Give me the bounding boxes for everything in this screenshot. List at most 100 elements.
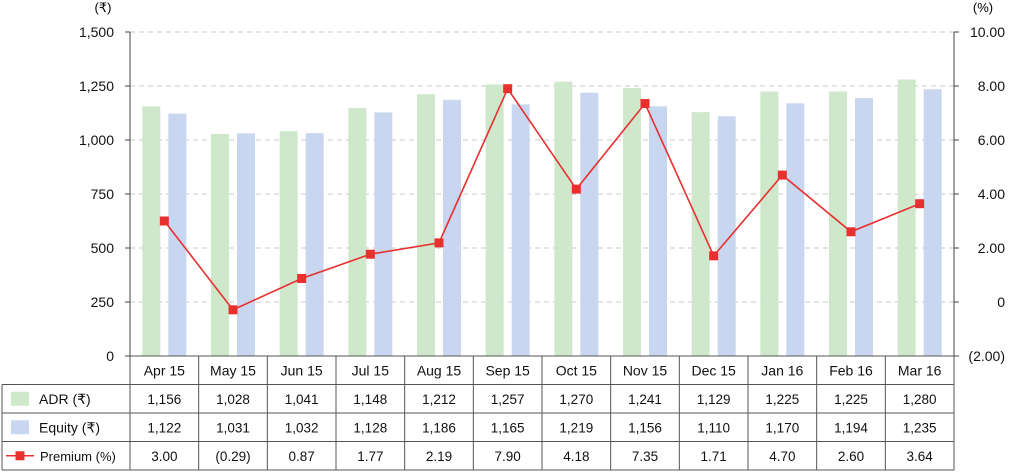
left-tick-label: 250 — [91, 294, 115, 310]
right-tick-label: (2.00) — [968, 348, 1005, 364]
legend-swatch — [11, 391, 29, 406]
axes: 0 250 500 750 1,000 1,250 1,500 (2.00) 0 2.00 4.00… — [79, 24, 1005, 364]
premium-line-path — [163, 87, 920, 311]
equity-bar — [374, 112, 393, 357]
equity-bar — [168, 113, 187, 356]
right-tick-label: 8.00 — [978, 78, 1005, 94]
equity-bar — [580, 92, 599, 357]
category-label: Dec 15 — [691, 362, 736, 378]
left-tick-label: 750 — [91, 186, 115, 202]
premium-marker — [159, 216, 169, 226]
right-tick-label: 2.00 — [978, 240, 1005, 256]
data-label: 1,212 — [422, 392, 456, 407]
data-label: 1.77 — [357, 449, 383, 464]
equity-bar — [237, 133, 255, 356]
left-axis-unit: (₹) — [95, 0, 112, 15]
data-label: 1,129 — [697, 392, 731, 407]
data-label: 1,235 — [903, 420, 937, 435]
data-label: 3.00 — [151, 449, 177, 464]
adr-bar — [760, 91, 779, 357]
left-tick-label: 0 — [106, 348, 114, 364]
equity-bar — [443, 99, 461, 356]
equity-bar — [786, 103, 805, 356]
premium-marker — [846, 227, 856, 237]
data-label: 1,122 — [147, 420, 181, 435]
data-label: 1,156 — [147, 392, 181, 407]
category-label: Aug 15 — [417, 362, 462, 378]
adr-bar — [348, 108, 367, 356]
data-table: Apr 15 May 15 Jun 15 Jul 15 Aug 15 Sep 15 Oct … — [1, 355, 955, 471]
data-label: 1,028 — [216, 392, 250, 407]
adr-bar — [897, 79, 916, 357]
adr-bar — [279, 131, 298, 356]
data-label: (0.29) — [215, 449, 250, 464]
data-label: 1,032 — [285, 420, 319, 435]
left-tick-label: 1,500 — [79, 24, 114, 40]
right-axis-unit: (%) — [973, 0, 993, 15]
equity-bar — [649, 106, 667, 356]
adr-bar — [554, 81, 573, 357]
adr-bar — [211, 133, 229, 356]
series-name: ADR (₹) — [39, 391, 91, 407]
data-label: 1,128 — [353, 420, 387, 435]
premium-marker — [709, 251, 719, 261]
adr-bar — [485, 84, 504, 356]
legend-marker — [15, 451, 25, 461]
premium-marker — [503, 84, 513, 94]
category-label: Jul 15 — [352, 362, 390, 378]
data-label: 7.90 — [495, 449, 521, 464]
data-label: 1,257 — [491, 392, 525, 407]
category-label: Jun 15 — [281, 362, 323, 378]
data-label: 1,219 — [559, 420, 593, 435]
data-label: 4.70 — [769, 449, 795, 464]
premium-marker — [365, 249, 375, 259]
data-label: 7.35 — [632, 449, 658, 464]
data-label: 2.60 — [838, 449, 864, 464]
data-label: 1,031 — [216, 420, 250, 435]
data-label: 1,148 — [353, 392, 387, 407]
adr-bar — [142, 106, 161, 356]
right-tick-label: 4.00 — [978, 186, 1005, 202]
premium-marker — [777, 170, 787, 180]
data-label: 1,225 — [765, 392, 799, 407]
equity-bar — [511, 104, 530, 356]
left-tick-label: 500 — [91, 240, 115, 256]
category-label: May 15 — [210, 362, 256, 378]
data-label: 4.18 — [563, 449, 589, 464]
category-label: Apr 15 — [144, 362, 185, 378]
left-tick-label: 1,250 — [79, 78, 114, 94]
data-label: 1,194 — [834, 420, 868, 435]
category-label: Jan 16 — [761, 362, 803, 378]
data-label: 2.19 — [426, 449, 452, 464]
right-tick-label: 10.00 — [970, 24, 1005, 40]
data-label: 1,156 — [628, 420, 662, 435]
left-tick-label: 1,000 — [79, 132, 114, 148]
data-label: 1,170 — [765, 420, 799, 435]
category-label: Sep 15 — [485, 362, 530, 378]
legend-swatch — [11, 420, 29, 435]
data-label: 1,241 — [628, 392, 662, 407]
premium-marker — [297, 274, 307, 284]
adr-bar — [691, 112, 710, 356]
category-label: Nov 15 — [623, 362, 668, 378]
category-label: Oct 15 — [556, 362, 597, 378]
data-label: 1,165 — [491, 420, 525, 435]
adr-bar — [829, 91, 847, 357]
data-label: 1,186 — [422, 420, 456, 435]
adr-bar — [417, 94, 435, 356]
premium-marker — [571, 184, 581, 194]
data-label: 1,280 — [903, 392, 937, 407]
premium-marker — [915, 199, 925, 209]
data-label: 1,270 — [559, 392, 593, 407]
right-tick-label: 0 — [997, 294, 1005, 310]
data-label: 1,225 — [834, 392, 868, 407]
equity-bar — [923, 89, 942, 357]
grid — [130, 31, 954, 303]
category-label: Feb 16 — [829, 362, 873, 378]
equity-bar — [717, 116, 736, 357]
bars — [142, 79, 942, 357]
data-label: 0.87 — [289, 449, 315, 464]
data-label: 3.64 — [907, 449, 934, 464]
data-label: 1.71 — [701, 449, 727, 464]
